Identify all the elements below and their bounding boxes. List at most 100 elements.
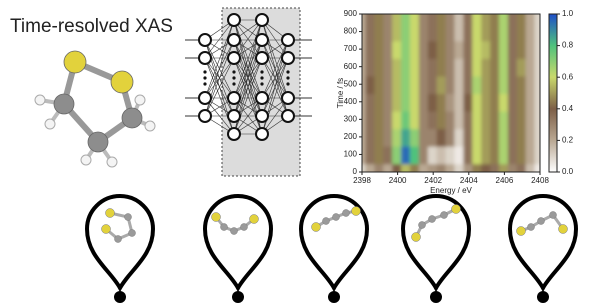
pin [510, 196, 576, 288]
x-tick-label: 2400 [389, 176, 407, 185]
pin-dot [537, 291, 549, 303]
title: Time-resolved XAS [10, 16, 173, 37]
ellipsis-dot [203, 76, 206, 79]
hydrogen [145, 121, 155, 131]
hydrogen [135, 95, 145, 105]
pin-atom [312, 223, 321, 232]
ellipsis-dot [286, 76, 289, 79]
pin-atom [550, 212, 557, 219]
x-tick-label: 2406 [496, 176, 514, 185]
pin-atom [333, 214, 340, 221]
y-tick-label: 300 [344, 114, 358, 123]
pin-dot [328, 291, 340, 303]
x-tick-label: 2402 [424, 176, 442, 185]
colorbar-tick-label: 0.4 [562, 104, 574, 113]
pin-atom [129, 230, 136, 237]
pin-dot [114, 291, 126, 303]
neuron [282, 52, 294, 64]
y-tick-label: 400 [344, 97, 358, 106]
y-tick-label: 0 [353, 167, 358, 176]
neuron [228, 110, 240, 122]
colorbar-tick-label: 1.0 [562, 9, 574, 18]
pin-atom [212, 213, 221, 222]
colorbar-tick-label: 0.6 [562, 72, 574, 81]
figure: Time-resolved XAS 0100200300400500600700… [0, 0, 598, 304]
neuron [256, 92, 268, 104]
neuron [282, 92, 294, 104]
pin-atom [538, 218, 545, 225]
ellipsis-dot [260, 70, 263, 73]
neuron [199, 92, 211, 104]
neuron [228, 52, 240, 64]
x-tick-label: 2408 [531, 176, 549, 185]
pin-atom [452, 205, 461, 214]
hydrogen [107, 157, 117, 167]
pin-atom [231, 228, 238, 235]
neuron [282, 34, 294, 46]
colorbar-tick-label: 0.2 [562, 136, 574, 145]
x-axis-label: Energy / eV [430, 186, 472, 195]
x-tick-label: 2398 [353, 176, 371, 185]
ellipsis-dot [260, 76, 263, 79]
neuron [256, 110, 268, 122]
neuron [228, 128, 240, 140]
ellipsis-dot [286, 82, 289, 85]
y-axis-label: Time / fs [336, 78, 345, 108]
neuron [199, 110, 211, 122]
colorbar-tick-label: 0.0 [562, 167, 574, 176]
pin-atom [102, 225, 111, 234]
pin-atom [528, 224, 535, 231]
neuron [228, 92, 240, 104]
pin-atom [517, 227, 526, 236]
hydrogen [81, 155, 91, 165]
ellipsis-dot [203, 70, 206, 73]
pin-atom [441, 212, 448, 219]
pin-atom [125, 214, 132, 221]
ellipsis-dot [232, 76, 235, 79]
pin-atom [241, 224, 248, 231]
y-tick-label: 900 [344, 9, 358, 18]
neuron [282, 110, 294, 122]
neuron [256, 34, 268, 46]
atom [122, 108, 142, 128]
heatmap [357, 4, 546, 182]
pin-atom [250, 215, 259, 224]
atom [64, 51, 86, 73]
y-tick-label: 100 [344, 150, 358, 159]
x-tick-label: 2404 [460, 176, 478, 185]
neuron [256, 14, 268, 26]
neuron [199, 34, 211, 46]
y-tick-label: 200 [344, 132, 358, 141]
neuron [256, 52, 268, 64]
heatmap-cells [357, 4, 546, 182]
atom [88, 132, 108, 152]
pin-atom [106, 209, 115, 218]
neuron [228, 14, 240, 26]
neuron [199, 52, 211, 64]
pin-atom [221, 224, 228, 231]
pin-atom [419, 222, 426, 229]
y-tick-label: 800 [344, 27, 358, 36]
hydrogen [35, 95, 45, 105]
pin-atom [412, 233, 421, 242]
pin-atom [323, 218, 330, 225]
pin-atom [343, 210, 350, 217]
ellipsis-dot [260, 82, 263, 85]
ellipsis-dot [232, 70, 235, 73]
pin-atom [352, 207, 361, 216]
pin-dot [430, 291, 442, 303]
neuron [228, 34, 240, 46]
pin-atom [115, 236, 122, 243]
neuron [256, 128, 268, 140]
y-tick-label: 600 [344, 62, 358, 71]
pin-atom [429, 216, 436, 223]
ellipsis-dot [286, 70, 289, 73]
hydrogen [45, 119, 55, 129]
colorbar-tick-label: 0.8 [562, 41, 574, 50]
pin [205, 196, 271, 288]
atom [111, 71, 133, 93]
pin-atom [559, 225, 568, 234]
ellipsis-dot [232, 82, 235, 85]
y-tick-label: 700 [344, 44, 358, 53]
atom [54, 94, 74, 114]
